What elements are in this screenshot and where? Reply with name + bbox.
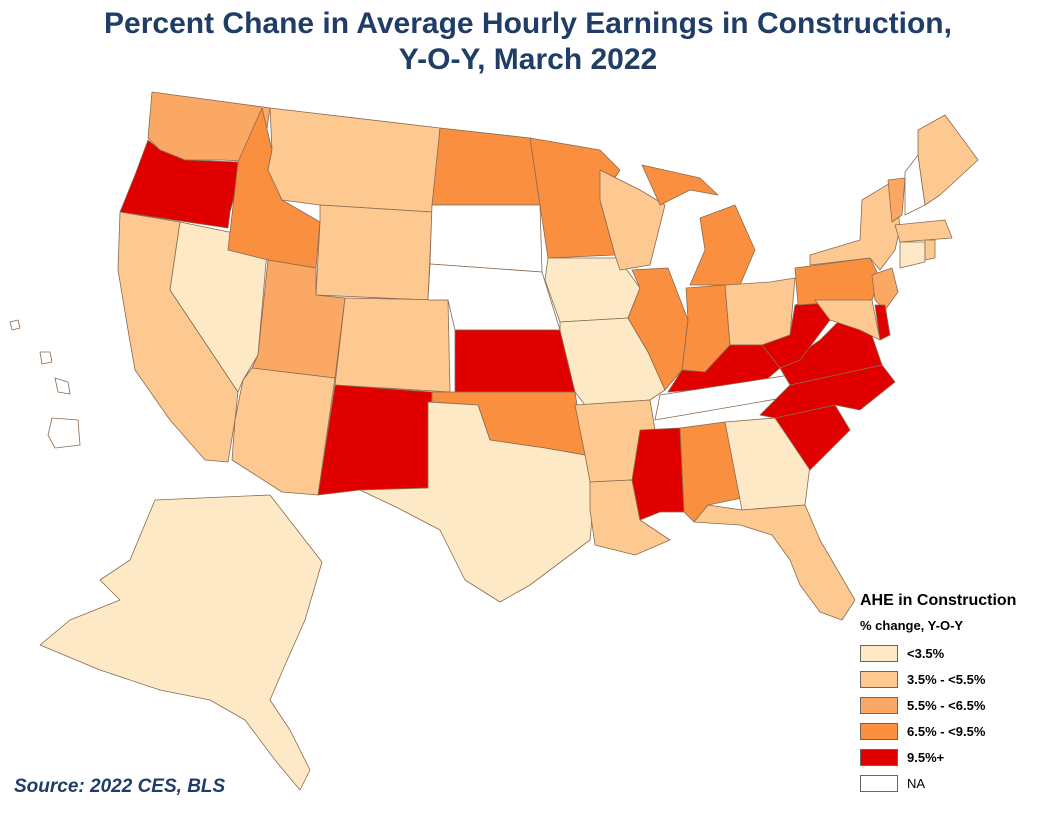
state-tx — [359, 401, 596, 603]
state-az — [231, 367, 336, 496]
state-ny — [809, 179, 901, 271]
legend-label-c2: 3.5% - <5.5% — [907, 671, 986, 687]
states-layer — [9, 91, 979, 791]
legend-swatch-c4 — [860, 722, 898, 740]
state-mt — [267, 107, 441, 213]
legend-swatch-c2 — [860, 670, 898, 688]
state-nd — [431, 127, 541, 206]
state-il — [627, 267, 689, 391]
state-vt — [887, 177, 906, 223]
legend-item-c5: 9.5%+ — [860, 744, 1050, 770]
legend-title: AHE in Construction — [860, 592, 1017, 609]
source-note: Source: 2022 CES, BLS — [14, 776, 226, 797]
legend-label-c3: 5.5% - <6.5% — [907, 697, 986, 713]
legend-label-c1: <3.5% — [907, 645, 945, 661]
state-ks — [454, 329, 576, 393]
state-wa — [147, 91, 271, 163]
state-fl — [693, 504, 856, 621]
legend-swatch-c3 — [860, 696, 898, 714]
state-sd — [429, 204, 543, 273]
state-nc — [759, 364, 896, 419]
legend-item-c1: <3.5% — [860, 640, 1050, 666]
legend-item-c2: 3.5% - <5.5% — [860, 666, 1050, 692]
legend-label-na: NA — [907, 775, 926, 791]
legend-subtitle: % change, Y-O-Y — [860, 618, 964, 633]
legend: AHE in Construction % change, Y-O-Y <3.5… — [860, 592, 1050, 796]
state-wi — [599, 169, 666, 271]
legend-swatch-c5 — [860, 748, 898, 766]
state-ct — [899, 241, 926, 269]
legend-swatch-na — [860, 774, 898, 792]
state-nj — [871, 267, 899, 311]
state-wy — [315, 204, 433, 301]
state-ma — [894, 219, 953, 243]
map-title: Percent Chane in Average Hourly Earnings… — [0, 6, 1056, 78]
state-co — [334, 297, 451, 393]
state-oh — [724, 277, 796, 346]
state-ga — [724, 417, 811, 511]
title-line-1: Percent Chane in Average Hourly Earnings… — [104, 7, 952, 40]
legend-item-c4: 6.5% - <9.5% — [860, 718, 1050, 744]
state-de — [874, 304, 891, 341]
legend-swatch-c1 — [860, 644, 898, 662]
state-me — [917, 114, 979, 206]
legend-label-c5: 9.5%+ — [907, 749, 945, 765]
state-ms — [631, 427, 685, 521]
state-nm — [317, 384, 433, 496]
legend-item-c3: 5.5% - <6.5% — [860, 692, 1050, 718]
state-ri — [924, 239, 936, 261]
state-ak — [39, 494, 323, 791]
legend-label-c4: 6.5% - <9.5% — [907, 723, 986, 739]
state-pa — [794, 257, 881, 306]
state-hi — [9, 319, 81, 449]
state-md — [814, 299, 881, 341]
title-line-2: Y-O-Y, March 2022 — [398, 43, 658, 76]
legend-item-na: NA — [860, 770, 1050, 796]
